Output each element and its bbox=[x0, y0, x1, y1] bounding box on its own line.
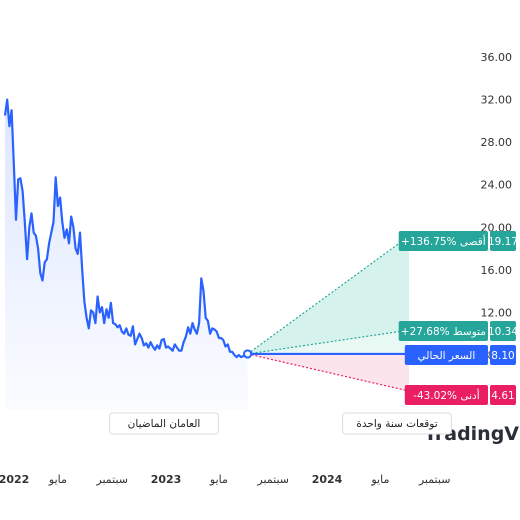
x-tick-label: 2023 bbox=[151, 473, 182, 486]
y-tick-label: 24.00 bbox=[481, 179, 513, 192]
forecast-current-pill-label-bg bbox=[404, 345, 488, 365]
x-tick-label: مايو bbox=[48, 473, 67, 486]
period-label-forecast: توقعات سنة واحدة bbox=[342, 412, 452, 435]
forecast-min-pill-label-bg bbox=[404, 385, 488, 405]
x-tick-label: 2022 bbox=[0, 473, 29, 486]
last-price-dot bbox=[243, 349, 253, 359]
forecast-avg-pill: 10.34+27.68% متوسط bbox=[398, 321, 518, 341]
forecast-max-pill-label: +136.75% أقصى bbox=[401, 234, 486, 248]
forecast-current-pill-value: 8.10 bbox=[491, 350, 514, 362]
forecast-min-pill-label: -43.02% أدنى bbox=[413, 388, 480, 402]
forecast-avg-line bbox=[247, 329, 410, 355]
y-tick-label: 32.00 bbox=[481, 94, 513, 107]
forecast-avg-pill-label: +27.68% متوسط bbox=[401, 326, 486, 338]
forecast-max-pill-label-bg bbox=[398, 231, 488, 251]
forecast-min-pill-value-bg bbox=[490, 385, 516, 405]
period-label-past-text: العامان الماضيان bbox=[128, 418, 201, 430]
forecast-current-pill-value-bg bbox=[490, 345, 516, 365]
forecast-max-pill: 19.17+136.75% أقصى bbox=[398, 231, 518, 251]
y-tick-label: 36.00 bbox=[481, 51, 513, 64]
period-label-forecast-text: توقعات سنة واحدة bbox=[356, 418, 437, 430]
forecast-min-pill: 4.61 -43.02% أدنى bbox=[404, 385, 516, 405]
y-tick-label: 12.00 bbox=[481, 306, 513, 319]
forecast-max-pill-value-bg bbox=[490, 231, 516, 251]
period-label-forecast-box bbox=[342, 412, 452, 435]
forecast-current-pill-label: السعر الحالي bbox=[418, 350, 476, 362]
x-tick-label: مايو bbox=[209, 473, 228, 486]
forecast-avg-pill-value-bg bbox=[490, 321, 516, 341]
period-label-past: العامان الماضيان bbox=[109, 412, 219, 435]
forecast-current-pill: 8.10 السعر الحالي bbox=[404, 345, 516, 365]
forecast-max-pill-value: 19.17 bbox=[488, 236, 518, 248]
x-tick-label: مايو bbox=[370, 473, 389, 486]
forecast-avg-pill-label-bg bbox=[398, 321, 488, 341]
forecast-avg-pill-value: 10.34 bbox=[488, 326, 518, 338]
history-area bbox=[5, 99, 248, 410]
x-tick-label: سبتمبر bbox=[95, 473, 128, 486]
forecast-max-line bbox=[247, 235, 410, 355]
forecast-min-pill-value: 4.61 bbox=[491, 390, 514, 402]
y-tick-label: 28.00 bbox=[481, 136, 513, 149]
period-label-past-box bbox=[109, 412, 219, 435]
x-tick-label: 2024 bbox=[312, 473, 343, 486]
y-tick-label: 16.00 bbox=[481, 264, 513, 277]
history-line bbox=[3, 98, 248, 359]
x-tick-label: سبتمبر bbox=[418, 473, 451, 486]
x-tick-label: سبتمبر bbox=[256, 473, 289, 486]
